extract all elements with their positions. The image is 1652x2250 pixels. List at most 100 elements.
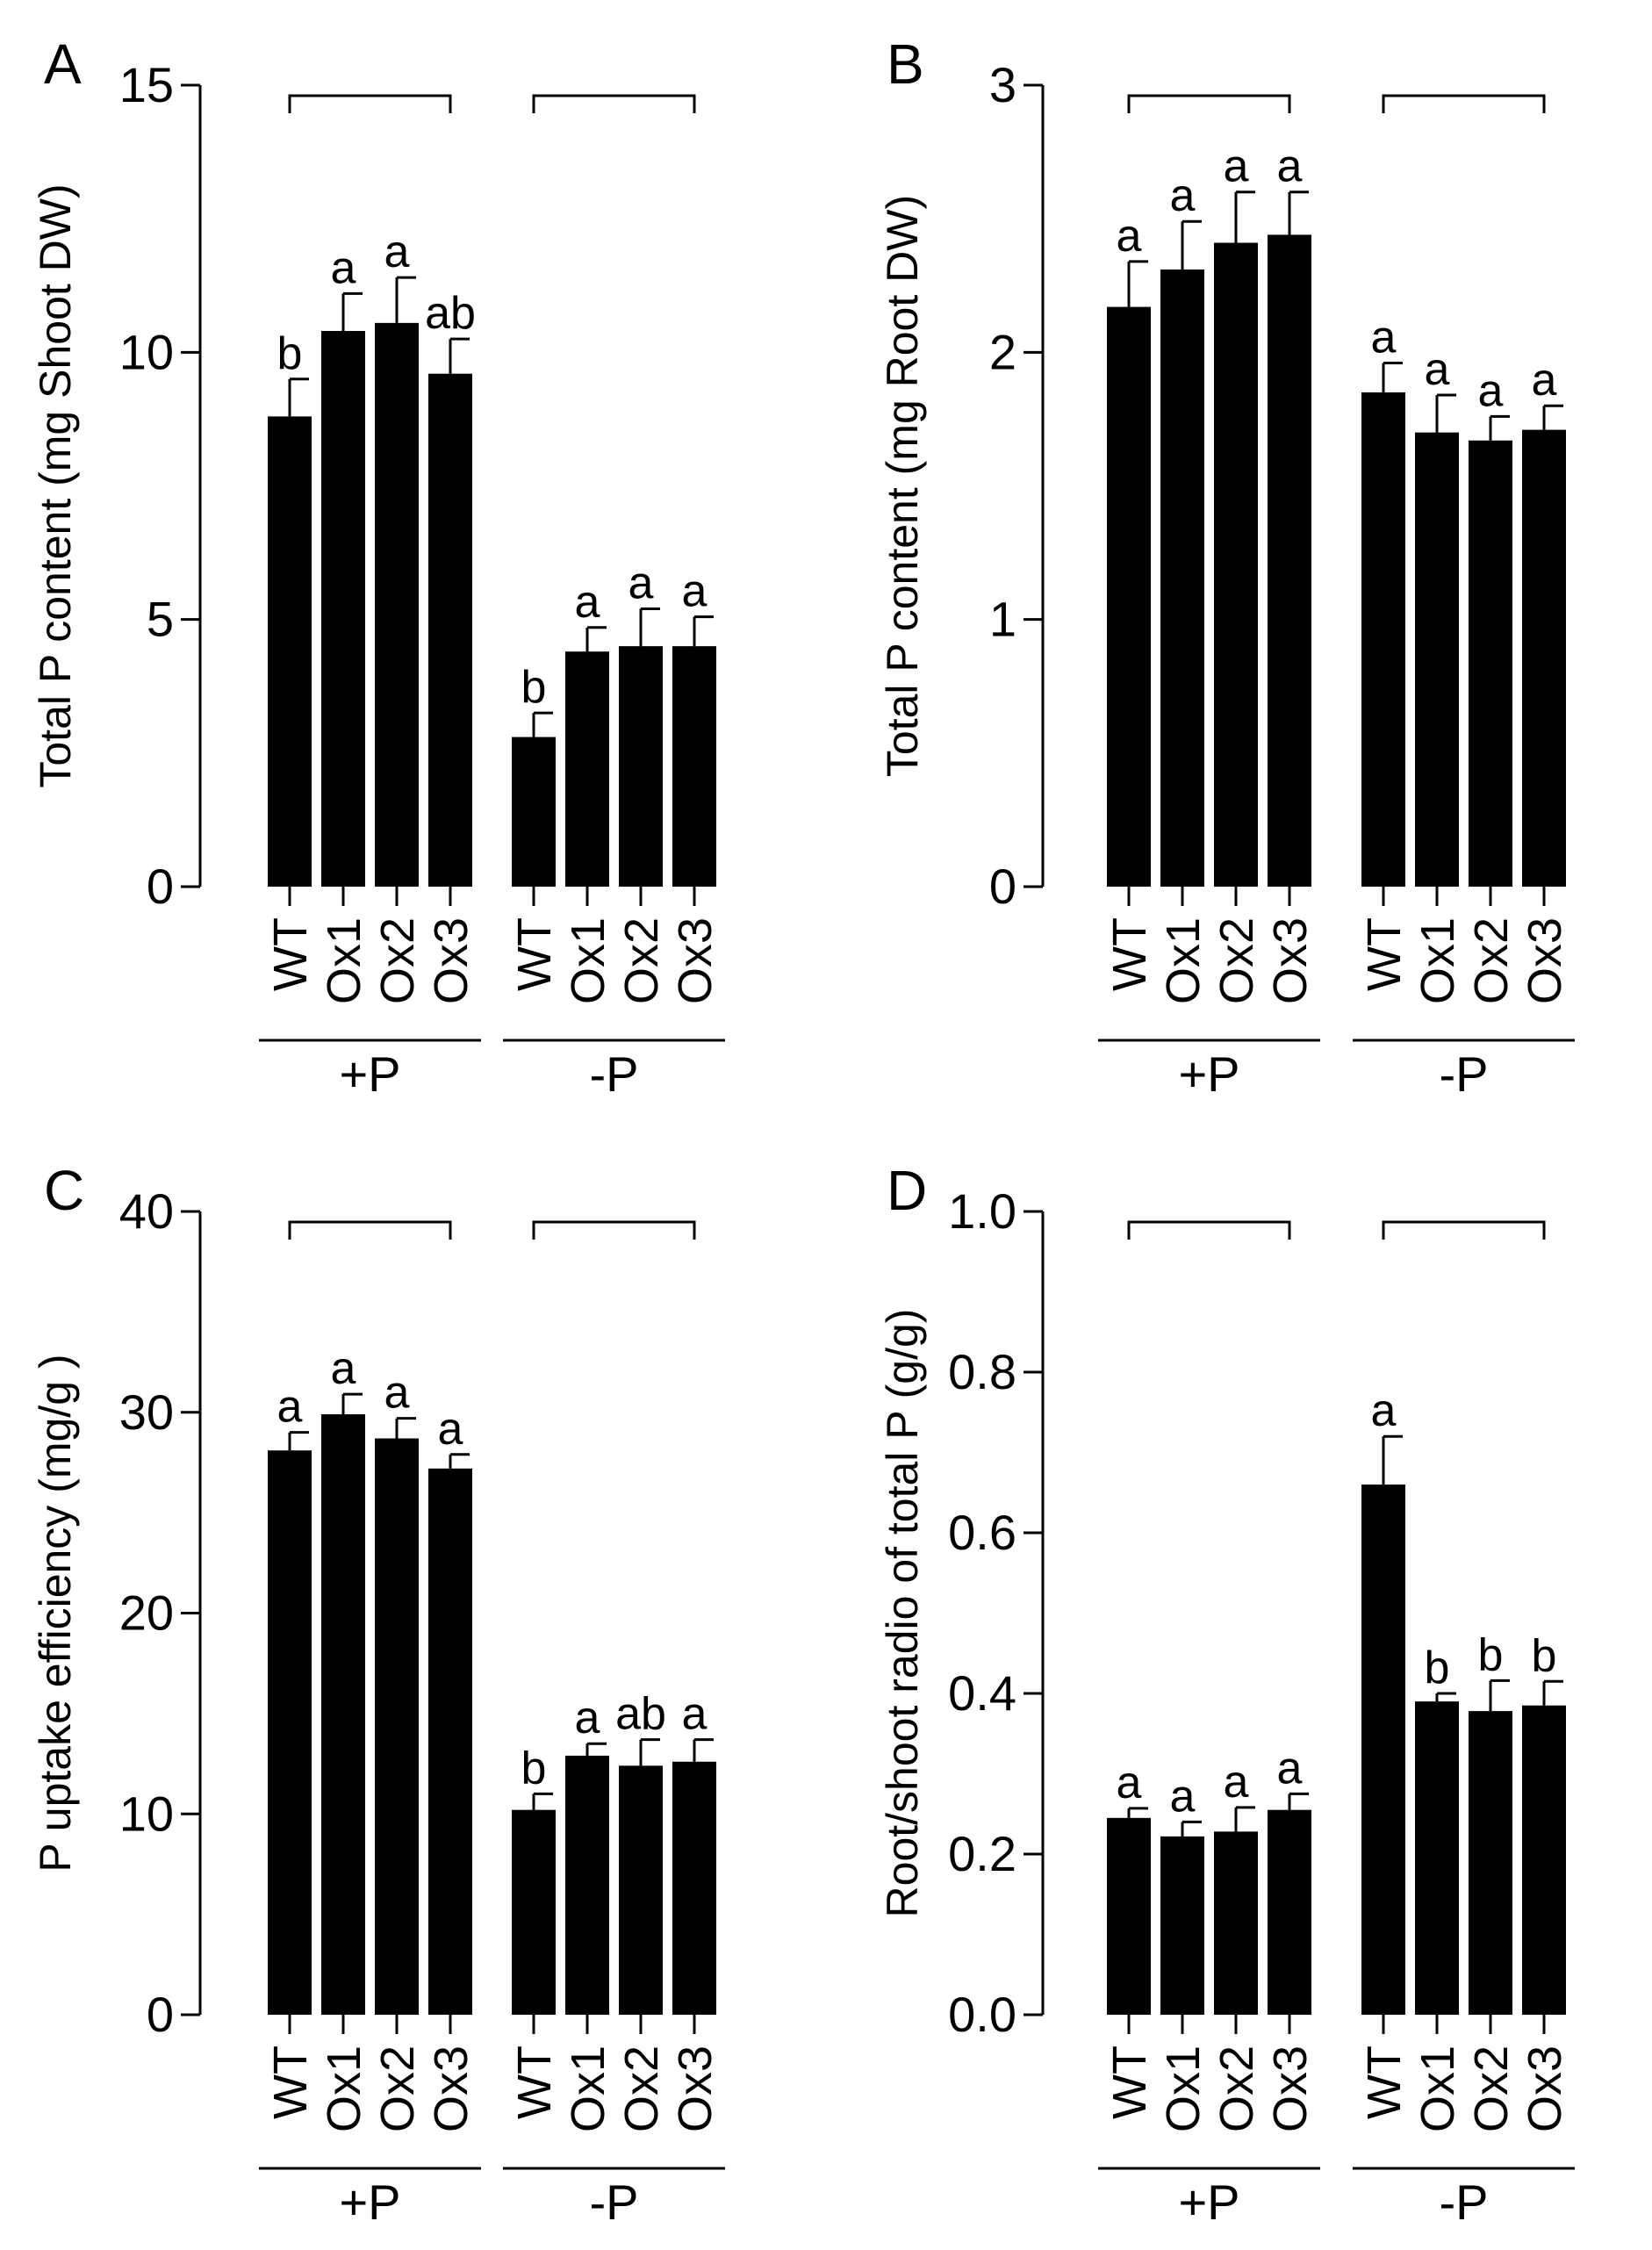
bar bbox=[428, 1468, 472, 2015]
group-label: +P bbox=[339, 1046, 400, 1102]
y-tick-label: 0 bbox=[989, 859, 1016, 914]
bar bbox=[1107, 306, 1151, 887]
panel-d: D 0.0 0.2 0.4 0.6 0.8 1.0 Root/shoot radio of t… bbox=[878, 1159, 1575, 2230]
group-bracket bbox=[288, 94, 452, 113]
y-tick-label: 1 bbox=[989, 592, 1016, 647]
significance-letter: a bbox=[384, 226, 410, 277]
significance-letter: a bbox=[277, 1382, 303, 1433]
significance-letter: b bbox=[277, 328, 303, 379]
group-label: +P bbox=[339, 2175, 400, 2230]
significance-letter: a bbox=[1478, 365, 1504, 416]
category-label: Ox2 bbox=[1210, 2045, 1263, 2132]
y-tick-label: 30 bbox=[119, 1384, 174, 1440]
group-label: -P bbox=[590, 2175, 639, 2230]
significance-letter: a bbox=[1425, 344, 1450, 395]
y-tick-label: 0.0 bbox=[948, 1987, 1016, 2042]
bar bbox=[1268, 1809, 1311, 2015]
category-label: Ox1 bbox=[1411, 2045, 1464, 2132]
category-label: WT bbox=[1103, 2045, 1156, 2119]
y-tick-label: 5 bbox=[147, 592, 174, 647]
bar bbox=[1361, 1484, 1405, 2015]
category-label: Ox2 bbox=[615, 2045, 668, 2132]
group-bracket bbox=[1127, 1220, 1291, 1240]
bar bbox=[1469, 440, 1512, 887]
significance-letter: ab bbox=[425, 288, 476, 339]
significance-letter: a bbox=[1532, 355, 1557, 406]
bar bbox=[321, 1414, 365, 2015]
bar bbox=[1160, 269, 1204, 887]
panel-letter: C bbox=[44, 1159, 84, 1222]
y-tick-label: 0.2 bbox=[948, 1826, 1016, 1881]
bar bbox=[1415, 1701, 1459, 2015]
bar bbox=[672, 1761, 716, 2015]
group-label: +P bbox=[1178, 2175, 1239, 2230]
significance-letter: a bbox=[682, 566, 707, 617]
significance-letter: a bbox=[1224, 141, 1249, 192]
significance-letter: a bbox=[1371, 313, 1397, 363]
category-label: WT bbox=[1358, 2045, 1411, 2119]
category-label: Ox3 bbox=[1519, 2045, 1571, 2132]
category-label: Ox1 bbox=[318, 917, 370, 1004]
category-label: WT bbox=[264, 917, 317, 991]
bar bbox=[375, 1438, 419, 2015]
significance-letter: b bbox=[1478, 1629, 1504, 1680]
y-axis-label: Total P content (mg Shoot DW) bbox=[31, 183, 80, 787]
y-tick-label: 10 bbox=[119, 324, 174, 379]
significance-letter: a bbox=[1277, 1743, 1303, 1794]
significance-letter: b bbox=[1532, 1630, 1557, 1681]
significance-letter: a bbox=[575, 1693, 600, 1743]
group-bracket bbox=[1127, 94, 1291, 113]
y-tick-label: 15 bbox=[119, 57, 174, 112]
bar bbox=[512, 1809, 556, 2015]
significance-letter: a bbox=[1371, 1385, 1397, 1436]
significance-letter: a bbox=[438, 1404, 463, 1455]
bar bbox=[1522, 429, 1566, 888]
significance-letter: a bbox=[682, 1689, 707, 1740]
y-tick-label: 20 bbox=[119, 1585, 174, 1641]
bar bbox=[375, 322, 419, 887]
bar bbox=[428, 373, 472, 887]
significance-letter: b bbox=[1425, 1643, 1450, 1693]
category-label: Ox3 bbox=[425, 917, 478, 1004]
category-label: Ox2 bbox=[615, 917, 668, 1004]
panel-a: A 0 5 10 15 Total P content (mg Shoot DW) b WT a… bbox=[31, 32, 725, 1102]
category-label: WT bbox=[264, 2045, 317, 2119]
y-tick-label: 3 bbox=[989, 57, 1016, 112]
bar bbox=[268, 416, 312, 888]
panel-letter: D bbox=[887, 1159, 927, 1222]
significance-letter: a bbox=[1277, 141, 1303, 192]
bar bbox=[1160, 1836, 1204, 2015]
bar bbox=[512, 737, 556, 887]
y-tick-label: 0 bbox=[147, 1987, 174, 2042]
bar bbox=[565, 651, 609, 887]
group-label: -P bbox=[590, 1046, 639, 1102]
significance-letter: a bbox=[1170, 170, 1196, 221]
category-label: Ox1 bbox=[1411, 917, 1464, 1004]
y-tick-label: 0.6 bbox=[948, 1505, 1016, 1560]
significance-letter: b bbox=[521, 1743, 547, 1794]
group-bracket bbox=[1382, 1220, 1546, 1240]
category-label: Ox3 bbox=[425, 2045, 478, 2132]
bar bbox=[1107, 1817, 1151, 2015]
bar bbox=[268, 1450, 312, 2015]
y-axis-label: Root/shoot radio of total P (g/g) bbox=[878, 1309, 927, 1918]
group-bracket bbox=[1382, 94, 1546, 113]
significance-letter: b bbox=[521, 662, 547, 713]
panel-letter: B bbox=[887, 32, 924, 96]
significance-letter: a bbox=[1170, 1771, 1196, 1822]
y-axis-label: Total P content (mg Root DW) bbox=[878, 195, 927, 777]
category-label: Ox2 bbox=[371, 917, 424, 1004]
significance-letter: a bbox=[331, 1343, 356, 1394]
bar bbox=[619, 1765, 663, 2015]
y-tick-label: 10 bbox=[119, 1786, 174, 1841]
significance-letter: a bbox=[384, 1368, 410, 1419]
y-tick-label: 0.8 bbox=[948, 1344, 1016, 1399]
group-label: +P bbox=[1178, 1046, 1239, 1102]
significance-letter: a bbox=[628, 557, 654, 608]
category-label: Ox1 bbox=[1157, 917, 1210, 1004]
bar bbox=[1415, 432, 1459, 888]
significance-letter: a bbox=[1117, 1758, 1142, 1808]
category-label: Ox2 bbox=[1210, 917, 1263, 1004]
